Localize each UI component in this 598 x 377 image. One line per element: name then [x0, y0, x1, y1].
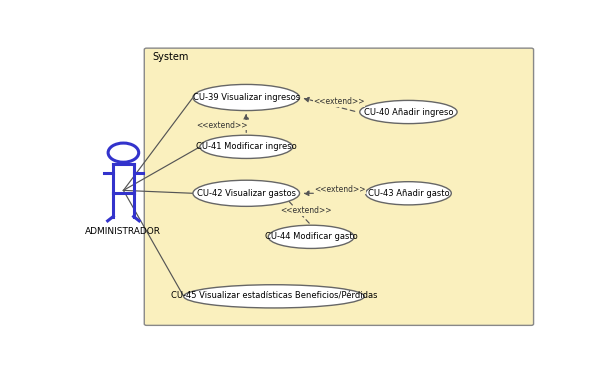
Text: ADMINISTRADOR: ADMINISTRADOR: [86, 227, 161, 236]
Text: CU-40 Añadir ingreso: CU-40 Añadir ingreso: [364, 107, 453, 116]
Text: CU-44 Modificar gasto: CU-44 Modificar gasto: [265, 232, 358, 241]
Ellipse shape: [360, 100, 457, 124]
Ellipse shape: [269, 225, 354, 248]
Text: CU-41 Modificar ingreso: CU-41 Modificar ingreso: [196, 143, 297, 151]
Ellipse shape: [365, 182, 451, 205]
Ellipse shape: [184, 285, 364, 308]
Text: System: System: [152, 52, 188, 61]
Ellipse shape: [200, 135, 292, 158]
Circle shape: [108, 143, 139, 162]
FancyBboxPatch shape: [144, 48, 533, 325]
Text: CU-45 Visualizar estadísticas Beneficios/Pérdidas: CU-45 Visualizar estadísticas Beneficios…: [171, 292, 377, 301]
Text: CU-39 Visualizar ingresos: CU-39 Visualizar ingresos: [193, 93, 300, 102]
Text: <<extend>>: <<extend>>: [280, 206, 331, 215]
Ellipse shape: [193, 84, 300, 110]
Ellipse shape: [193, 180, 300, 206]
Text: <<extend>>: <<extend>>: [196, 121, 248, 130]
Text: <<extend>>: <<extend>>: [313, 97, 365, 106]
Text: <<extend>>: <<extend>>: [314, 185, 365, 194]
Text: CU-43 Añadir gasto: CU-43 Añadir gasto: [368, 189, 449, 198]
Text: CU-42 Visualizar gastos: CU-42 Visualizar gastos: [197, 189, 296, 198]
